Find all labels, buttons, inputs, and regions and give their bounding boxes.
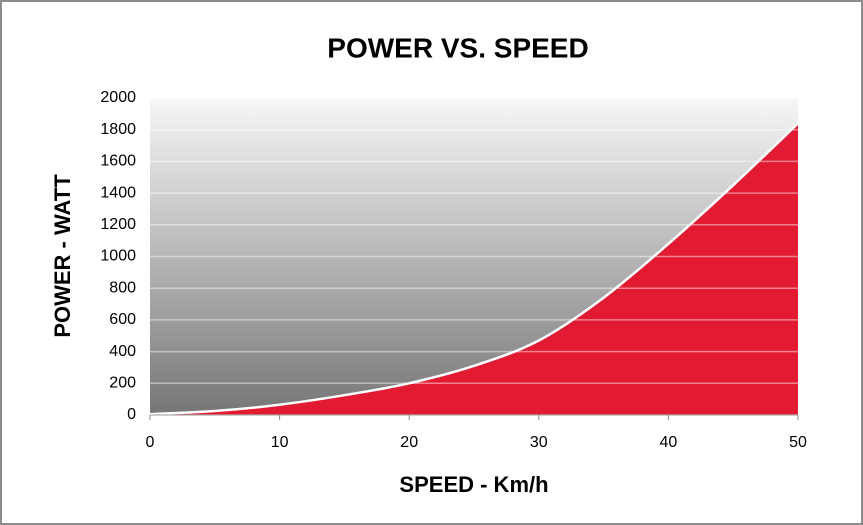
y-tick-label: 400: [109, 343, 136, 360]
y-axis-title: POWER - WATT: [50, 174, 75, 338]
x-tick-label: 40: [660, 434, 678, 451]
area: [150, 123, 798, 416]
line: [149, 122, 799, 416]
y-tick-label: 1400: [100, 184, 136, 201]
x-tick-label: 0: [146, 434, 155, 451]
x-tick-label: 50: [789, 434, 807, 451]
x-tick-label: 10: [271, 434, 289, 451]
y-tick-label: 800: [109, 279, 136, 296]
chart-title: POWER VS. SPEED: [327, 32, 588, 63]
y-tick-label: 200: [109, 375, 136, 392]
y-tick-label: 1800: [100, 121, 136, 138]
x-axis-title: SPEED - Km/h: [399, 472, 548, 497]
y-tick-label: 0: [127, 406, 136, 423]
y-tick-label: 2000: [100, 89, 136, 106]
y-tick-label: 1000: [100, 248, 136, 265]
plot-area: 0 200 400 600 800 1000 1200 1400 1600 1800 2000 0 10…: [100, 89, 807, 451]
x-tick-label: 30: [530, 434, 548, 451]
y-tick-label: 1200: [100, 216, 136, 233]
x-tick-label: 20: [400, 434, 418, 451]
y-tick-label: 1600: [100, 153, 136, 170]
y-tick-label: 600: [109, 311, 136, 328]
